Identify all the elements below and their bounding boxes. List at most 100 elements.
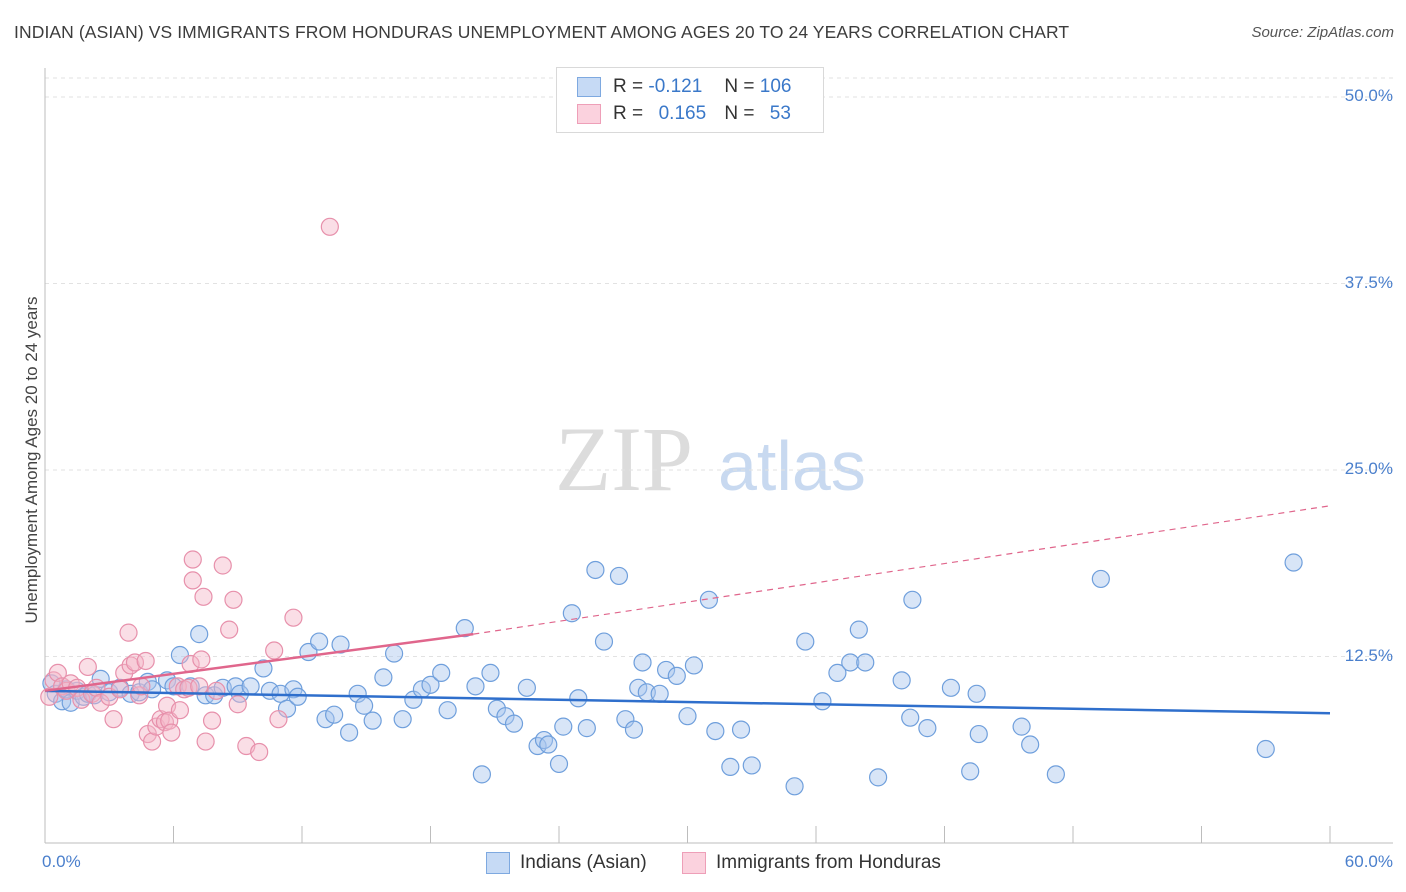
legend-label: Indians (Asian) [520,852,647,873]
data-point [731,720,751,739]
data-point [517,678,536,697]
y-tick-label: 25.0% [1344,459,1393,478]
data-point [284,608,303,627]
data-point [374,668,393,687]
data-point [813,692,832,711]
data-point [190,677,209,696]
data-point [667,666,686,685]
legend-swatch-blue [577,77,601,97]
data-point [192,650,211,669]
trend-line-honduras [44,632,474,693]
data-point [194,587,213,606]
series-honduras-points [40,217,339,762]
data-point [104,710,123,729]
data-point [363,711,382,730]
data-point [325,705,344,724]
data-point [202,711,222,730]
data-point [421,675,440,694]
data-point [196,732,215,751]
data-point [224,590,243,609]
legend-n-label: N = [724,103,755,124]
series-indians-points [42,553,1303,796]
watermark: ZIP atlas [555,408,866,510]
data-point [340,723,359,742]
data-point [455,619,474,638]
gridlines [45,77,1393,657]
data-point [170,701,190,720]
data-point [569,689,588,708]
data-point [183,571,202,590]
data-point [228,695,247,714]
legend-r-value: 0.165 [658,103,707,124]
data-point [856,653,875,672]
data-point [586,560,605,580]
data-point [539,735,558,754]
data-point [1021,735,1040,754]
data-point [828,663,847,683]
trend-line-honduras-extension [473,505,1331,635]
data-point [481,663,500,683]
chart-title: INDIAN (ASIAN) VS IMMIGRANTS FROM HONDUR… [14,22,1070,42]
data-point [472,765,491,784]
data-point [941,678,961,697]
data-point [577,719,596,738]
data-point [841,653,860,672]
data-point [1091,569,1110,589]
data-point [656,660,676,680]
data-point [136,651,155,671]
data-point [48,663,67,683]
data-point [207,681,226,700]
data-point [785,777,804,796]
data-point [183,550,202,569]
data-point [316,710,335,729]
data-point [549,754,569,774]
data-point [250,742,269,762]
legend-row-indians: R = -0.121 N = 106 [577,74,791,100]
data-point [918,719,937,738]
data-point [432,663,451,683]
legend-r-label: R = [613,103,644,124]
data-point [1256,739,1275,759]
legend-item-honduras: Immigrants from Honduras [682,852,941,874]
source-credit: Source: ZipAtlas.com [1251,24,1394,41]
data-point [849,620,868,639]
data-point [265,641,284,660]
data-point [869,768,888,787]
data-point [742,756,761,775]
watermark-atlas: atlas [718,427,866,505]
watermark-zip: ZIP [555,408,693,510]
trend-lines [44,505,1331,715]
data-point [220,620,239,639]
data-point [254,659,273,678]
legend-r-label: R = [613,76,644,97]
data-point [241,677,260,696]
data-point [1284,553,1303,572]
data-point [438,701,457,720]
data-point [796,632,815,651]
legend-swatch-pink [577,104,601,124]
data-point [629,678,648,697]
data-point [355,696,374,715]
trend-line-indians [44,689,1331,715]
data-point [699,590,719,609]
legend-r-value: -0.121 [648,76,703,97]
data-point [1046,765,1065,784]
legend-n-label: N = [724,76,755,97]
legend-swatch-pink [682,852,706,874]
data-point [684,656,704,675]
data-point [961,762,980,781]
data-point [393,710,412,729]
data-point [384,644,404,663]
x-tick-min: 0.0% [42,852,81,871]
data-point [903,590,922,609]
data-point [609,566,629,586]
data-point [269,710,288,729]
legend-item-indians: Indians (Asian) [486,852,647,874]
data-point [967,684,986,703]
legend-label: Immigrants from Honduras [716,852,941,873]
legend-n-value: 106 [759,76,792,97]
correlation-legend: R = -0.121 N = 106 R = 0.165 N = 53 [556,67,824,133]
data-point [969,724,988,744]
data-point [190,625,209,644]
